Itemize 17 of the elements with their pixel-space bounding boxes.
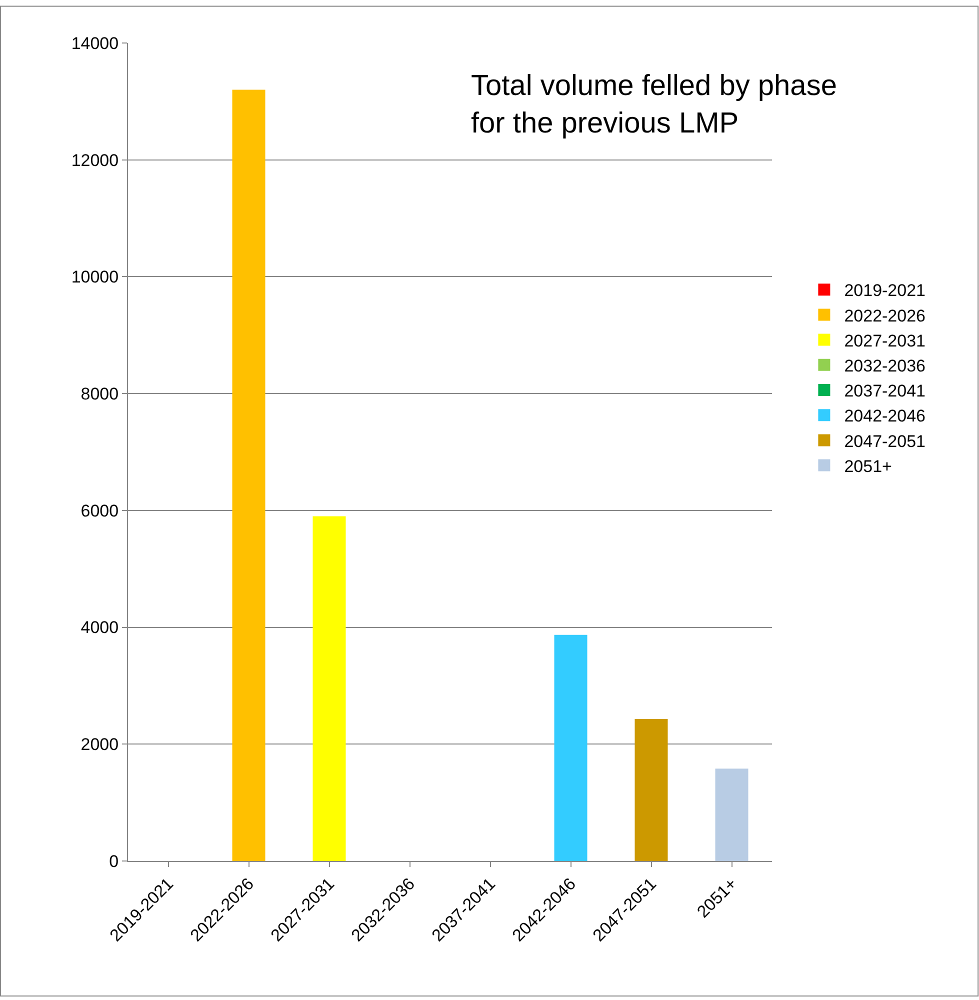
y-tick-label: 4000	[80, 618, 119, 638]
legend-label: 2019-2021	[844, 281, 926, 300]
legend-label: 2042-2046	[844, 406, 926, 426]
legend-label: 2037-2041	[844, 382, 926, 401]
legend-label: 2047-2051	[844, 432, 926, 451]
legend-label: 2051+	[844, 456, 892, 476]
text: Total volume felled by phase for the previous LMP	[471, 70, 837, 140]
y-tick-label: 14000	[71, 34, 119, 53]
y-tick-label: 2000	[80, 735, 119, 754]
legend-label: 2032-2036	[844, 356, 926, 376]
legend-label: 2027-2031	[844, 331, 926, 350]
y-tick-label: 8000	[80, 384, 119, 404]
legend-label: 2022-2026	[844, 306, 926, 326]
y-tick-label: 12000	[71, 150, 119, 170]
y-tick-label: 6000	[80, 501, 119, 520]
y-tick-label: 0	[109, 852, 119, 871]
y-tick-label: 10000	[71, 268, 119, 287]
